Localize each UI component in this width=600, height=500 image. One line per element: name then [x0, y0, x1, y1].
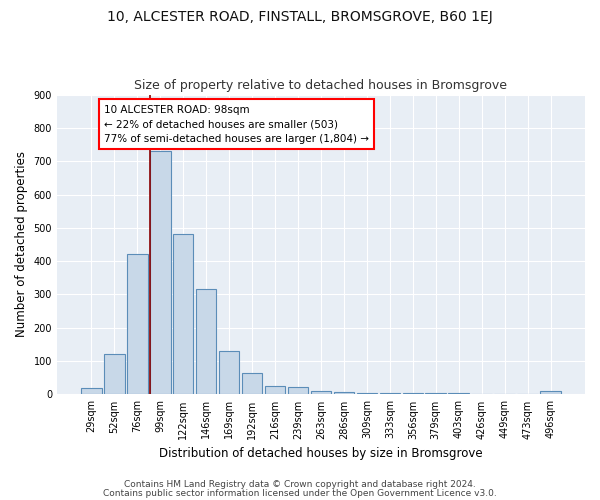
- Bar: [448, 393, 469, 394]
- Bar: [380, 393, 400, 394]
- Bar: [425, 393, 446, 394]
- Y-axis label: Number of detached properties: Number of detached properties: [15, 152, 28, 338]
- Text: 10, ALCESTER ROAD, FINSTALL, BROMSGROVE, B60 1EJ: 10, ALCESTER ROAD, FINSTALL, BROMSGROVE,…: [107, 10, 493, 24]
- Bar: [127, 254, 148, 394]
- Bar: [219, 351, 239, 395]
- Bar: [104, 354, 125, 395]
- Bar: [287, 387, 308, 394]
- Bar: [196, 290, 217, 395]
- Bar: [173, 234, 193, 394]
- Text: Contains public sector information licensed under the Open Government Licence v3: Contains public sector information licen…: [103, 489, 497, 498]
- Bar: [81, 388, 101, 394]
- Bar: [150, 151, 170, 394]
- X-axis label: Distribution of detached houses by size in Bromsgrove: Distribution of detached houses by size …: [159, 447, 483, 460]
- Title: Size of property relative to detached houses in Bromsgrove: Size of property relative to detached ho…: [134, 79, 508, 92]
- Bar: [242, 373, 262, 394]
- Text: 10 ALCESTER ROAD: 98sqm
← 22% of detached houses are smaller (503)
77% of semi-d: 10 ALCESTER ROAD: 98sqm ← 22% of detache…: [104, 104, 369, 144]
- Bar: [311, 391, 331, 394]
- Text: Contains HM Land Registry data © Crown copyright and database right 2024.: Contains HM Land Registry data © Crown c…: [124, 480, 476, 489]
- Bar: [334, 392, 354, 394]
- Bar: [265, 386, 286, 394]
- Bar: [403, 393, 423, 394]
- Bar: [356, 393, 377, 394]
- Bar: [541, 391, 561, 394]
